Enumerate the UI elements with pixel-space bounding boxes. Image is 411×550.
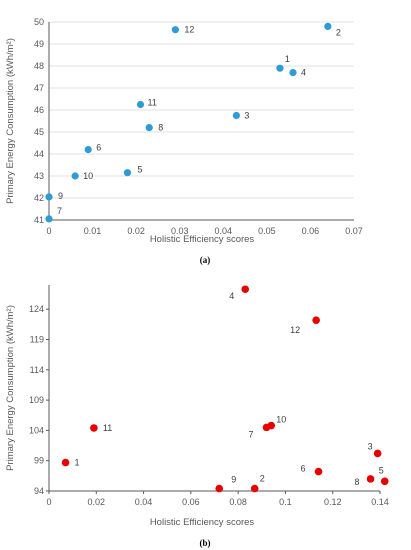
chart-b-y-tick-label: 104 xyxy=(29,425,44,435)
chart-a-x-axis-title: Holistic Efficiency scores xyxy=(150,234,255,245)
chart-a-y-tick-label: 43 xyxy=(34,171,44,181)
chart-a-point-label-10: 10 xyxy=(83,171,93,181)
chart-a-point-3 xyxy=(232,111,240,120)
chart-b-y-tick-label: 109 xyxy=(29,395,44,405)
chart-a-x-tick-label: 0.03 xyxy=(171,226,189,236)
chart-a-y-tick-label: 48 xyxy=(34,61,44,71)
chart-a-point-11 xyxy=(136,100,145,109)
chart-b-point-label-3: 3 xyxy=(368,441,373,451)
chart-a-x-tick-label: 0.02 xyxy=(127,226,145,236)
chart-b-y-tick-label: 119 xyxy=(30,335,44,345)
chart-b-x-ticks: 0 0.02 0.04 0.06 0.08 0.1 0.12 0.14 xyxy=(46,491,389,507)
chart-b-x-tick-label: 0.12 xyxy=(324,497,342,507)
chart-a-x-tick-label: 0.04 xyxy=(215,226,233,236)
chart-a-x-tick-label: 0.06 xyxy=(302,226,320,236)
chart-a-panel-label: (a) xyxy=(200,255,211,265)
chart-a-point-label-9: 9 xyxy=(58,191,63,201)
chart-a-y-tick-label: 49 xyxy=(34,39,44,49)
chart-b-point-2 xyxy=(250,484,259,493)
chart-a-y-axis-title: Primary Energy Consumption (kWh/m²) xyxy=(5,38,16,204)
chart-a-y-tick-label: 45 xyxy=(34,127,44,137)
chart-b-point-label-11: 11 xyxy=(103,423,112,433)
chart-b-point-12 xyxy=(312,316,320,324)
chart-a-y-tick-label: 44 xyxy=(34,149,44,159)
chart-b-point-6 xyxy=(314,467,323,476)
chart-a-y-tick-label: 47 xyxy=(34,83,44,93)
chart-b-point-label-8: 8 xyxy=(355,477,360,487)
chart-a-y-tick-label: 42 xyxy=(34,193,44,203)
chart-b-point-8 xyxy=(366,475,375,483)
chart-b-point-label-5: 5 xyxy=(379,465,384,475)
chart-b-point-label-9: 9 xyxy=(231,475,236,485)
chart-b-point-label-7: 7 xyxy=(249,429,254,439)
chart-b-x-tick-label: 0.04 xyxy=(135,497,153,507)
chart-a-point-7 xyxy=(45,215,53,223)
chart-b-point-10 xyxy=(267,421,276,430)
chart-a-point-4 xyxy=(289,69,297,77)
chart-a-x-tick-label: 0.07 xyxy=(345,226,363,236)
chart-b-point-label-1: 1 xyxy=(75,458,80,468)
chart-b-y-tick-label: 114 xyxy=(30,365,44,375)
chart-b-x-tick-label: 0.06 xyxy=(182,497,200,507)
chart-a-y-tick-label: 46 xyxy=(34,105,44,115)
chart-a-point-label-6: 6 xyxy=(96,143,101,153)
chart-a-point-label-3: 3 xyxy=(244,111,249,121)
chart-a-point-10 xyxy=(71,172,79,180)
chart-b-point-label-4: 4 xyxy=(229,291,234,301)
chart-a-point-label-11: 11 xyxy=(148,98,157,108)
chart-a-y-tick-label: 41 xyxy=(34,215,44,225)
chart-a-x-tick-label: 0.05 xyxy=(258,226,276,236)
chart-a-point-label-7: 7 xyxy=(57,206,62,216)
chart-b-y-axis-title: Primary Energy Consumption (kWh/m²) xyxy=(5,305,16,471)
chart-a-y-ticks: 41 42 43 44 45 46 47 48 49 50 xyxy=(34,17,44,225)
chart-b-point-9 xyxy=(215,484,224,493)
chart-b-point-11 xyxy=(90,424,98,432)
chart-b-y-tick-label: 124 xyxy=(29,304,44,314)
chart-b-x-tick-label: 0 xyxy=(46,497,51,507)
chart-b-y-tick-label: 94 xyxy=(34,486,44,496)
chart-a-point-label-12: 12 xyxy=(184,25,194,35)
chart-a-point-label-2: 2 xyxy=(336,27,341,37)
chart-a-y-tick-label: 50 xyxy=(34,17,44,27)
chart-b-point-4 xyxy=(241,285,250,294)
chart-a-x-ticks: 0 0.01 0.02 0.03 0.04 0.05 0.06 0.07 xyxy=(46,226,362,236)
chart-b-point-label-10: 10 xyxy=(276,415,286,425)
chart-b-x-tick-label: 0.14 xyxy=(371,497,389,507)
chart-b-point-label-12: 12 xyxy=(290,325,300,335)
chart-b-x-axis-title: Holistic Efficiency scores xyxy=(150,517,255,528)
chart-a-point-1 xyxy=(276,64,284,72)
chart-a-point-label-4: 4 xyxy=(301,68,306,78)
chart-b-x-tick-label: 0.02 xyxy=(88,497,106,507)
chart-a-point-5 xyxy=(123,169,132,177)
chart-a-point-label-1: 1 xyxy=(285,54,290,64)
chart-b-point-3 xyxy=(373,449,382,458)
chart-b-point-label-2: 2 xyxy=(260,474,265,484)
chart-a-point-label-5: 5 xyxy=(137,165,142,175)
chart-a-gridlines xyxy=(49,21,354,199)
chart-a-x-tick-label: 0.01 xyxy=(84,226,102,236)
chart-a-point-9 xyxy=(45,193,53,201)
chart-a-point-label-8: 8 xyxy=(158,123,163,133)
chart-a-point-12 xyxy=(171,26,179,34)
chart-b-y-tick-label: 99 xyxy=(34,456,44,466)
chart-b-x-tick-label: 0.08 xyxy=(229,497,247,507)
chart-a-point-2 xyxy=(324,22,332,30)
chart-a-point-6 xyxy=(84,146,92,154)
chart-b-point-1 xyxy=(61,458,70,467)
chart-a-x-tick-label: 0 xyxy=(46,226,51,236)
chart-b-point-5 xyxy=(380,477,389,486)
chart-b-panel-label: (b) xyxy=(200,538,211,548)
chart-b-x-tick-label: 0.1 xyxy=(279,497,292,507)
chart-b-y-ticks: 94 99 104 109 114 119 124 xyxy=(29,304,49,496)
chart-a-point-8 xyxy=(145,124,153,132)
chart-b-point-label-6: 6 xyxy=(301,464,306,474)
